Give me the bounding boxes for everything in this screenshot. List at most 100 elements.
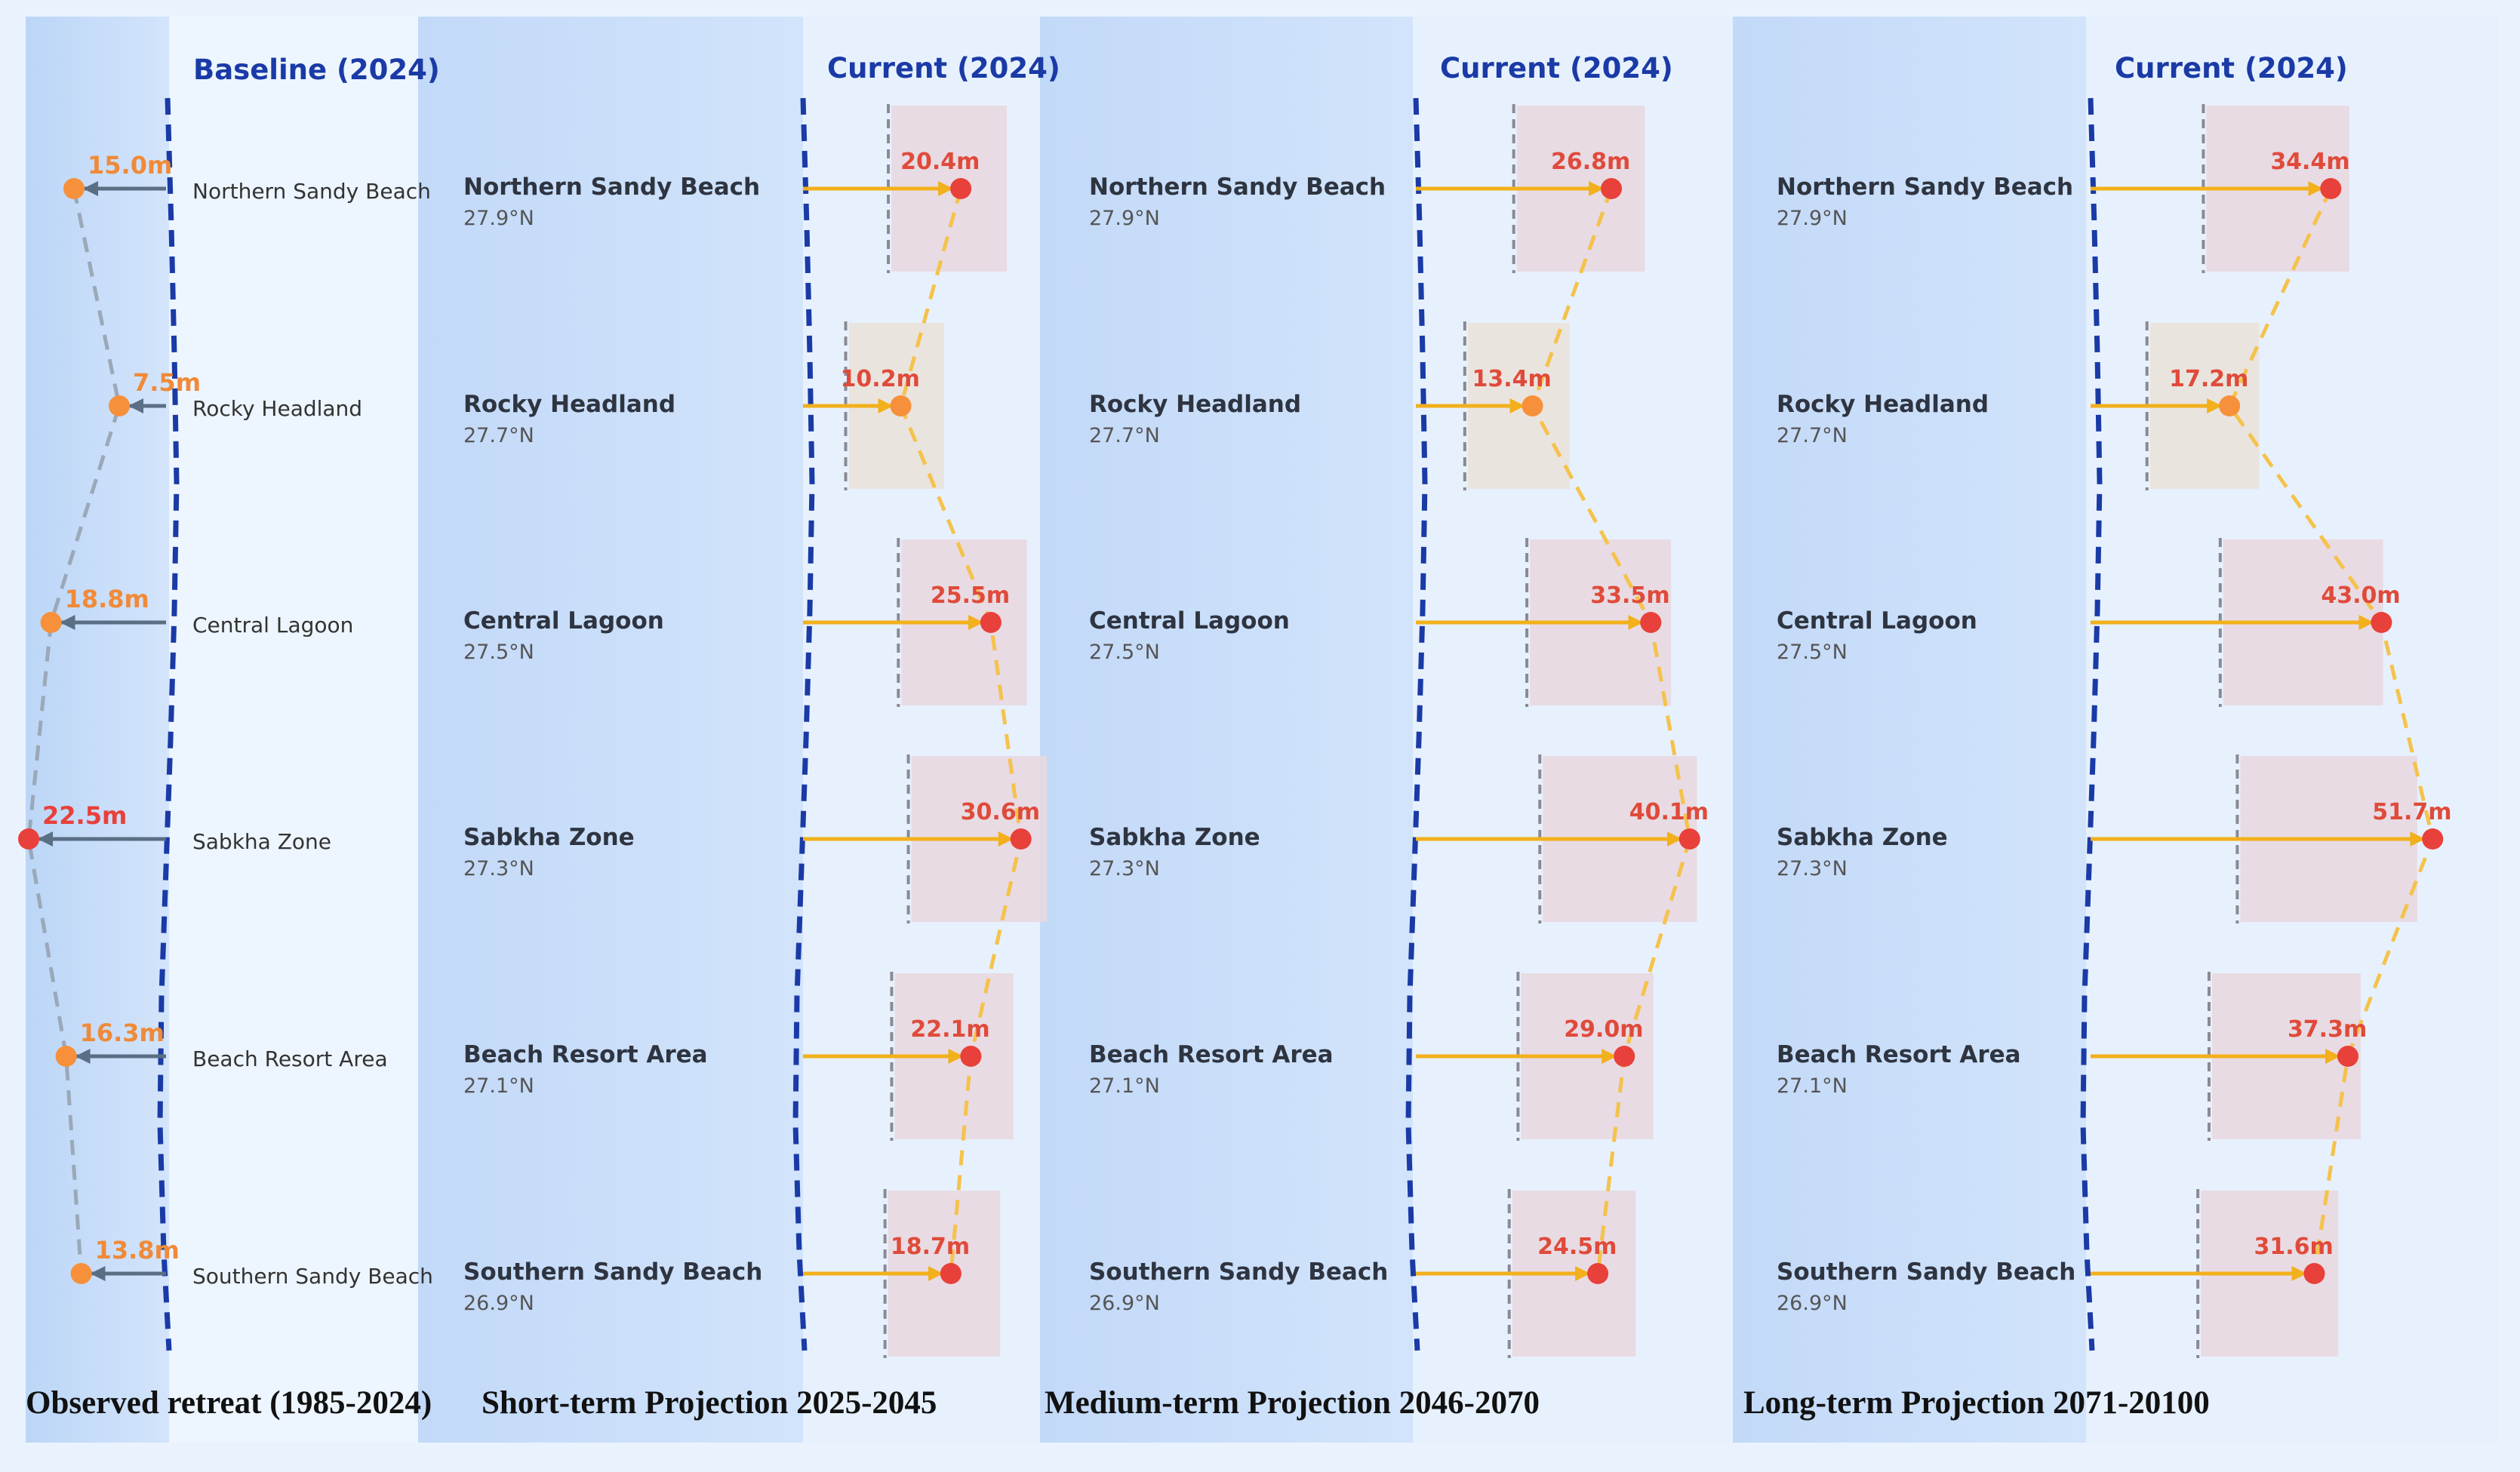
panel-1-retreat-connector — [26, 188, 122, 1274]
panel-1-value-label-central-lagoon: 18.8m — [65, 585, 149, 613]
panel-4-value-label-northern-sandy-beach: 34.4m — [2270, 149, 2349, 175]
panel-4-point-central-lagoon — [2371, 612, 2392, 633]
panel-1-point-sabkha-zone — [18, 828, 39, 850]
panel-1-value-label-rocky-headland: 7.5m — [133, 368, 201, 397]
panel-1-point-rocky-headland — [109, 395, 130, 416]
panel-3-site-lat-rocky-headland: 27.7°N — [1089, 424, 1160, 447]
panel-4-point-southern-sandy-beach — [2303, 1263, 2325, 1284]
caption-short-term-projection: Short-term Projection 2025-2045 — [482, 1385, 937, 1421]
panel-4-point-northern-sandy-beach — [2320, 178, 2342, 199]
panel-3-value-label-central-lagoon: 33.5m — [1590, 582, 1669, 609]
panel-2-value-label-central-lagoon: 25.5m — [931, 582, 1010, 609]
panel-3-site-label-southern-sandy-beach: Southern Sandy Beach — [1089, 1258, 1388, 1286]
panel-4-value-label-southern-sandy-beach: 31.6m — [2254, 1234, 2333, 1260]
panel-4-site-lat-central-lagoon: 27.5°N — [1777, 641, 1848, 664]
caption-observed-retreat: Observed retreat (1985-2024) — [26, 1385, 432, 1421]
panel-2-site-label-sabkha-zone: Sabkha Zone — [463, 824, 635, 851]
panel-4-value-label-beach-resort-area: 37.3m — [2288, 1016, 2367, 1043]
panel-3-point-southern-sandy-beach — [1587, 1263, 1609, 1284]
panel-2-current-shoreline — [792, 97, 815, 1351]
panel-1-value-label-beach-resort-area: 16.3m — [80, 1019, 165, 1047]
panel-4-point-rocky-headland — [2219, 395, 2241, 416]
panel-3-value-label-northern-sandy-beach: 26.8m — [1551, 149, 1630, 175]
panel-1-site-label-rocky-headland: Rocky Headland — [192, 396, 362, 421]
panel-2-site-lat-sabkha-zone: 27.3°N — [463, 857, 534, 880]
panel-4-site-lat-northern-sandy-beach: 27.9°N — [1777, 207, 1848, 230]
panel-4-site-lat-beach-resort-area: 27.1°N — [1777, 1074, 1848, 1098]
panel-3-site-label-beach-resort-area: Beach Resort Area — [1089, 1041, 1334, 1068]
panel-3-site-label-sabkha-zone: Sabkha Zone — [1089, 824, 1260, 851]
panel-1-heading: Baseline (2024) — [193, 54, 440, 86]
panel-4-site-lat-sabkha-zone: 27.3°N — [1777, 857, 1848, 880]
panel-3-heading: Current (2024) — [1440, 52, 1673, 85]
panel-3-site-lat-sabkha-zone: 27.3°N — [1089, 857, 1160, 880]
panel-2-point-northern-sandy-beach — [950, 178, 972, 199]
panel-3-site-label-northern-sandy-beach: Northern Sandy Beach — [1089, 174, 1386, 201]
panel-3-value-label-beach-resort-area: 29.0m — [1564, 1016, 1643, 1043]
panel-1-site-label-beach-resort-area: Beach Resort Area — [192, 1046, 388, 1071]
panel-4-site-label-northern-sandy-beach: Northern Sandy Beach — [1777, 174, 2073, 201]
panel-2-band-dark — [418, 17, 803, 1443]
panel-3-point-beach-resort-area — [1614, 1046, 1635, 1067]
panel-1-baseline-shoreline — [157, 97, 180, 1351]
panel-4-site-label-beach-resort-area: Beach Resort Area — [1777, 1041, 2021, 1068]
panel-2-point-southern-sandy-beach — [940, 1263, 962, 1284]
panel-3-site-label-rocky-headland: Rocky Headland — [1089, 391, 1301, 418]
panel-2-site-label-northern-sandy-beach: Northern Sandy Beach — [463, 174, 760, 201]
panel-3-site-lat-southern-sandy-beach: 26.9°N — [1089, 1292, 1160, 1315]
panel-2-site-lat-rocky-headland: 27.7°N — [463, 424, 534, 447]
panel-3-site-lat-northern-sandy-beach: 27.9°N — [1089, 207, 1160, 230]
panel-4-site-lat-southern-sandy-beach: 26.9°N — [1777, 1292, 1848, 1315]
panel-2-site-label-southern-sandy-beach: Southern Sandy Beach — [463, 1258, 762, 1286]
panel-4-site-label-central-lagoon: Central Lagoon — [1777, 607, 1977, 635]
panel-4-value-label-sabkha-zone: 51.7m — [2372, 799, 2451, 825]
panel-1-band-light — [169, 17, 418, 1443]
panel-2-value-label-northern-sandy-beach: 20.4m — [900, 149, 980, 175]
panel-3-current-shoreline — [1405, 97, 1428, 1351]
panel-1-band-dark — [26, 17, 169, 1443]
panel-3-site-label-central-lagoon: Central Lagoon — [1089, 607, 1290, 635]
panel-3-point-rocky-headland — [1522, 395, 1543, 416]
panel-2-value-label-southern-sandy-beach: 18.7m — [891, 1234, 970, 1260]
panel-2-projection-connector — [898, 188, 1023, 1274]
panel-2-point-rocky-headland — [890, 395, 912, 416]
panel-1-point-central-lagoon — [40, 612, 62, 633]
panel-2-point-central-lagoon — [980, 612, 1002, 633]
panel-2-heading: Current (2024) — [827, 52, 1060, 85]
panel-4-point-beach-resort-area — [2337, 1046, 2358, 1067]
panel-4-band-dark — [1733, 17, 2086, 1443]
panel-1-value-label-sabkha-zone: 22.5m — [42, 801, 127, 830]
panel-4-point-sabkha-zone — [2422, 828, 2444, 850]
panel-2-value-label-rocky-headland: 10.2m — [841, 366, 920, 392]
panel-2-value-label-beach-resort-area: 22.1m — [910, 1016, 989, 1043]
panel-3-site-lat-beach-resort-area: 27.1°N — [1089, 1074, 1160, 1098]
panel-2-site-label-central-lagoon: Central Lagoon — [463, 607, 664, 635]
panel-2-site-lat-beach-resort-area: 27.1°N — [463, 1074, 534, 1098]
panel-1-site-label-central-lagoon: Central Lagoon — [192, 613, 353, 638]
panel-1-point-beach-resort-area — [55, 1046, 77, 1067]
panel-3-value-label-southern-sandy-beach: 24.5m — [1537, 1234, 1617, 1260]
panel-2-site-lat-central-lagoon: 27.5°N — [463, 641, 534, 664]
panel-2-site-lat-northern-sandy-beach: 27.9°N — [463, 207, 534, 230]
panel-3-site-lat-central-lagoon: 27.5°N — [1089, 641, 1160, 664]
panel-3-band-dark — [1040, 17, 1413, 1443]
panel-3-value-label-sabkha-zone: 40.1m — [1629, 799, 1709, 825]
caption-long-term-projection: Long-term Projection 2071-20100 — [1743, 1385, 2210, 1421]
panel-1-point-northern-sandy-beach — [63, 178, 85, 199]
panel-2-point-sabkha-zone — [1010, 828, 1032, 850]
panel-1-site-label-sabkha-zone: Sabkha Zone — [192, 829, 331, 854]
panel-1-site-label-northern-sandy-beach: Northern Sandy Beach — [192, 179, 431, 204]
panel-2-value-label-sabkha-zone: 30.6m — [961, 799, 1040, 825]
panel-2-site-label-rocky-headland: Rocky Headland — [463, 391, 675, 418]
panel-4-site-label-rocky-headland: Rocky Headland — [1777, 391, 1989, 418]
panel-4-current-shoreline — [2080, 97, 2103, 1351]
panel-2-site-label-beach-resort-area: Beach Resort Area — [463, 1041, 708, 1068]
panel-4-site-lat-rocky-headland: 27.7°N — [1777, 424, 1848, 447]
panel-4-site-label-southern-sandy-beach: Southern Sandy Beach — [1777, 1258, 2075, 1286]
panel-1-value-label-northern-sandy-beach: 15.0m — [88, 151, 172, 180]
panel-4-heading: Current (2024) — [2115, 52, 2348, 85]
panel-4-value-label-central-lagoon: 43.0m — [2321, 582, 2400, 609]
panel-1-site-label-southern-sandy-beach: Southern Sandy Beach — [192, 1264, 433, 1289]
panel-1-point-southern-sandy-beach — [70, 1263, 92, 1284]
